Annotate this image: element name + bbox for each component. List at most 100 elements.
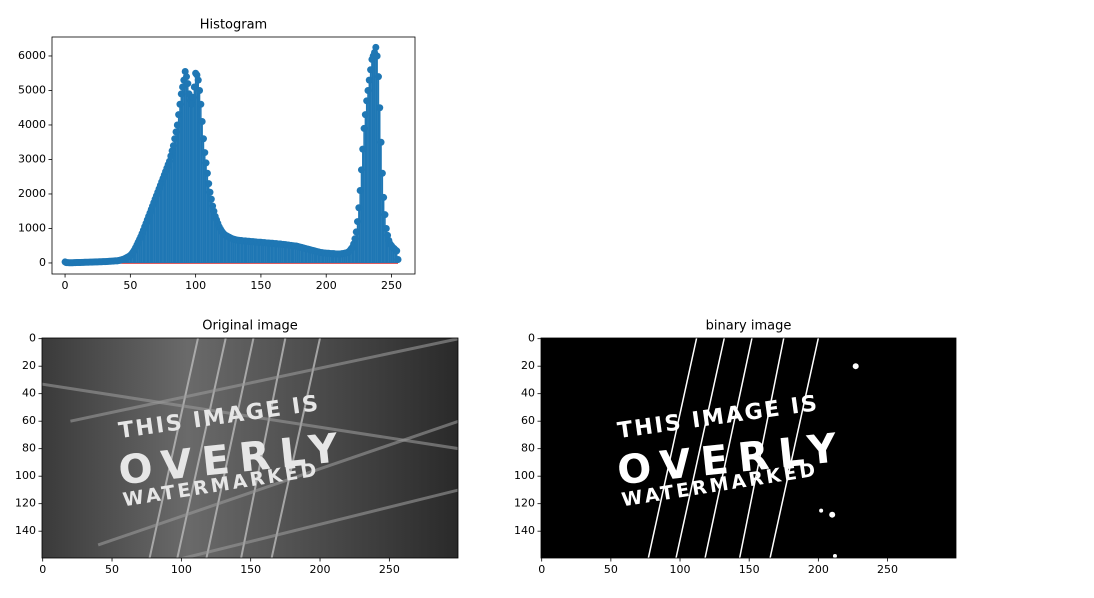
y-tick-label: 60 (521, 414, 535, 427)
stem-marker (364, 86, 372, 94)
y-tick-label: 6000 (18, 49, 46, 62)
y-tick-label: 60 (22, 414, 36, 427)
x-tick-label: 100 (670, 563, 691, 576)
y-tick-label: 20 (521, 359, 535, 372)
stem-marker (176, 100, 184, 108)
stem-marker (378, 169, 386, 177)
string-line (270, 338, 322, 558)
stem-marker (381, 211, 389, 219)
stem-marker (182, 73, 190, 81)
stem-marker (203, 169, 211, 177)
stem-marker (360, 124, 368, 132)
stem-marker (190, 83, 198, 91)
axes-frame (540, 337, 957, 559)
stem-marker (198, 118, 206, 126)
stem-marker (372, 43, 380, 51)
stem-marker (355, 204, 363, 212)
stem-marker (205, 180, 213, 188)
stem-marker (196, 86, 204, 94)
x-tick-label: 150 (240, 563, 261, 576)
string-line (738, 338, 785, 558)
stem-marker (374, 73, 382, 81)
stem-marker (380, 193, 388, 201)
y-tick-label: 4000 (18, 118, 46, 131)
stem-marker (354, 218, 362, 226)
stem-marker (394, 256, 402, 264)
stem-marker (382, 224, 390, 232)
y-tick-label: 80 (22, 442, 36, 455)
stem-marker (173, 121, 181, 129)
y-tick-label: 0 (39, 256, 46, 269)
stem-marker (359, 145, 367, 153)
y-tick-label: 0 (528, 332, 535, 345)
stem-marker (184, 80, 192, 88)
y-tick-label: 0 (29, 332, 36, 345)
x-tick-label: 250 (379, 563, 400, 576)
y-tick-label: 120 (15, 497, 36, 510)
stem-marker (365, 76, 373, 84)
y-tick-label: 2000 (18, 187, 46, 200)
string-line (769, 338, 820, 558)
stem-marker (197, 100, 205, 108)
string-line (647, 338, 698, 558)
axes: Histogram 0 50 100 150 200 250 0 1000 2000 3000 400… (18, 18, 416, 292)
string-line (675, 338, 726, 558)
x-tick-label: 200 (310, 563, 331, 576)
image-background (42, 338, 458, 558)
image-background (541, 338, 956, 558)
x-tick-label: 250 (381, 279, 402, 292)
y-tick-label: 80 (521, 442, 535, 455)
string-line (240, 338, 287, 558)
stem-marker (202, 159, 210, 167)
fret-line (70, 338, 458, 423)
y-tick-label: 5000 (18, 83, 46, 96)
stem-marker (188, 100, 196, 108)
x-tick-label: 0 (62, 279, 69, 292)
stem-marker (172, 128, 180, 136)
x-tick-label: 100 (185, 279, 206, 292)
stem-marker (393, 247, 401, 255)
y-tick-label: 3000 (18, 152, 46, 165)
x-tick-label: 100 (171, 563, 192, 576)
stem-marker (207, 195, 215, 203)
stem-marker (357, 166, 365, 174)
x-tick-label: 150 (739, 563, 760, 576)
x-tick-label: 200 (316, 279, 337, 292)
y-tick-label: 120 (514, 497, 535, 510)
axes-title: binary image (706, 319, 792, 334)
x-tick-label: 200 (808, 563, 829, 576)
axes-title: Histogram (200, 18, 267, 33)
x-tick-label: 50 (105, 563, 119, 576)
y-tick-label: 40 (22, 387, 36, 400)
y-tick-label: 40 (521, 387, 535, 400)
stem-marker (175, 111, 183, 119)
speck (829, 511, 836, 518)
string-line (205, 338, 255, 558)
stem-marker (376, 104, 384, 112)
stem-marker (179, 83, 187, 91)
x-tick-label: 150 (250, 279, 271, 292)
x-tick-label: 0 (39, 563, 46, 576)
x-tick-label: 50 (604, 563, 618, 576)
stem-marker (206, 188, 214, 196)
x-tick-label: 250 (877, 563, 898, 576)
stem-marker (177, 90, 185, 98)
y-tick-label: 100 (15, 469, 36, 482)
stem-marker (352, 228, 360, 236)
stem-marker (171, 135, 179, 143)
speck (819, 508, 824, 513)
axes-frame (41, 337, 459, 559)
stem-marker (377, 138, 385, 146)
stem-marker (189, 93, 197, 101)
y-tick-label: 20 (22, 359, 36, 372)
fret-line (97, 419, 458, 547)
axes-frame (51, 36, 416, 275)
x-tick-label: 0 (538, 563, 545, 576)
y-tick-label: 1000 (18, 221, 46, 234)
stem-marker (367, 66, 375, 74)
stem-marker (373, 52, 381, 60)
stem-marker (169, 142, 177, 150)
stem-marker (361, 111, 369, 119)
